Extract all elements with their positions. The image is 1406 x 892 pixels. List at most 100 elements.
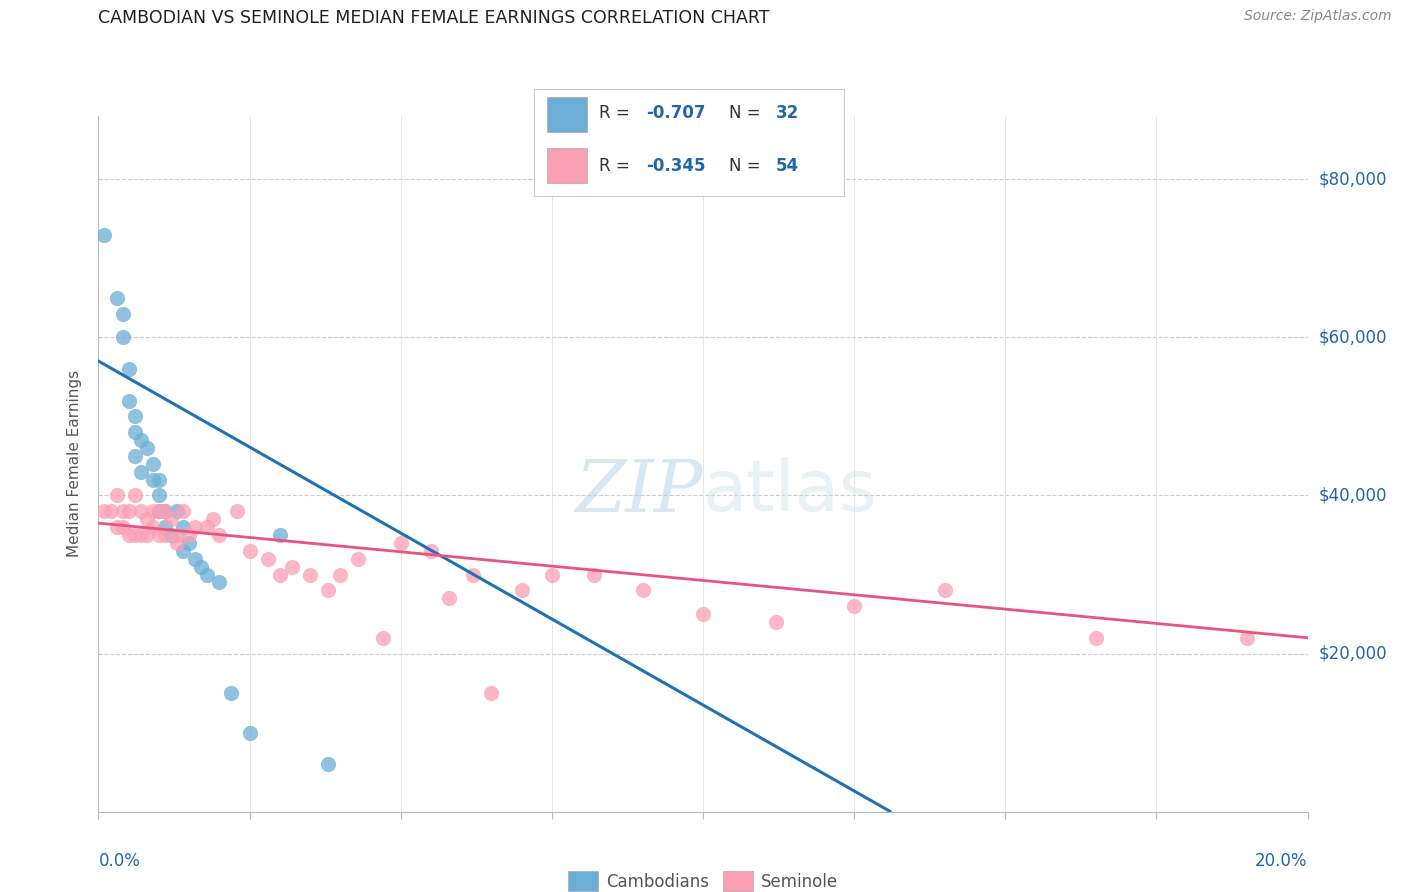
Point xyxy=(142,504,165,518)
Point xyxy=(316,757,339,772)
Point xyxy=(419,544,441,558)
Point xyxy=(166,536,188,550)
Point xyxy=(202,512,225,526)
Point xyxy=(111,504,134,518)
Point xyxy=(124,528,146,542)
Point xyxy=(239,544,262,558)
Point xyxy=(93,504,115,518)
Point xyxy=(221,686,243,700)
Point xyxy=(148,488,170,502)
Text: 20.0%: 20.0% xyxy=(1256,852,1308,870)
Point xyxy=(583,567,606,582)
Text: CAMBODIAN VS SEMINOLE MEDIAN FEMALE EARNINGS CORRELATION CHART: CAMBODIAN VS SEMINOLE MEDIAN FEMALE EARN… xyxy=(98,9,770,27)
Point xyxy=(195,567,218,582)
Point xyxy=(111,520,134,534)
Point xyxy=(142,520,165,534)
Point xyxy=(844,599,866,614)
Point xyxy=(166,528,188,542)
Point xyxy=(269,567,291,582)
Point xyxy=(299,567,322,582)
Point xyxy=(1085,631,1108,645)
Point xyxy=(118,393,141,408)
Bar xyxy=(547,96,586,132)
Point xyxy=(111,330,134,344)
Y-axis label: Median Female Earnings: Median Female Earnings xyxy=(67,370,83,558)
Point xyxy=(124,409,146,424)
Point xyxy=(100,504,122,518)
Text: 54: 54 xyxy=(776,157,799,175)
Text: atlas: atlas xyxy=(703,458,877,526)
Point xyxy=(111,307,134,321)
Point xyxy=(463,567,485,582)
Point xyxy=(105,488,128,502)
Text: $80,000: $80,000 xyxy=(1319,170,1388,188)
Point xyxy=(177,528,201,542)
Text: R =: R = xyxy=(599,157,636,175)
Point xyxy=(160,512,183,526)
Text: 0.0%: 0.0% xyxy=(98,852,141,870)
Point xyxy=(153,504,176,518)
Point xyxy=(105,520,128,534)
Point xyxy=(142,457,165,471)
Point xyxy=(153,528,176,542)
Point xyxy=(135,528,157,542)
Point xyxy=(148,504,170,518)
Point xyxy=(190,559,212,574)
Point xyxy=(226,504,249,518)
Point xyxy=(256,551,278,566)
Point xyxy=(1236,631,1258,645)
Point xyxy=(371,631,394,645)
Point xyxy=(129,433,152,447)
Point xyxy=(177,536,201,550)
Point xyxy=(172,520,194,534)
Text: Source: ZipAtlas.com: Source: ZipAtlas.com xyxy=(1244,9,1392,23)
Point xyxy=(153,520,176,534)
Point xyxy=(166,504,188,518)
Point xyxy=(540,567,562,582)
Point xyxy=(510,583,533,598)
Point xyxy=(148,528,170,542)
Text: -0.345: -0.345 xyxy=(645,157,706,175)
Point xyxy=(239,725,262,739)
Point xyxy=(195,520,218,534)
Point xyxy=(135,441,157,455)
Point xyxy=(129,504,152,518)
Point xyxy=(631,583,654,598)
Point xyxy=(93,227,115,242)
Point xyxy=(172,504,194,518)
Text: $40,000: $40,000 xyxy=(1319,486,1388,505)
Point xyxy=(129,465,152,479)
Point xyxy=(118,528,141,542)
Point xyxy=(153,504,176,518)
Point xyxy=(118,504,141,518)
Point xyxy=(118,362,141,376)
Text: -0.707: -0.707 xyxy=(645,104,706,122)
Text: 32: 32 xyxy=(776,104,799,122)
Point xyxy=(389,536,412,550)
Point xyxy=(208,528,231,542)
Point xyxy=(208,575,231,590)
Point xyxy=(124,488,146,502)
Text: $20,000: $20,000 xyxy=(1319,645,1388,663)
Bar xyxy=(547,148,586,184)
Point xyxy=(347,551,370,566)
Text: R =: R = xyxy=(599,104,636,122)
Point xyxy=(148,504,170,518)
Text: $60,000: $60,000 xyxy=(1319,328,1388,346)
Point xyxy=(124,425,146,440)
Point xyxy=(329,567,352,582)
Point xyxy=(269,528,291,542)
Text: N =: N = xyxy=(730,104,766,122)
Point xyxy=(142,473,165,487)
Point xyxy=(437,591,460,606)
Point xyxy=(184,551,207,566)
Point xyxy=(481,686,503,700)
Point xyxy=(160,528,183,542)
Point xyxy=(184,520,207,534)
Point xyxy=(172,544,194,558)
Point xyxy=(692,607,714,621)
Point xyxy=(316,583,339,598)
Point xyxy=(129,528,152,542)
Point xyxy=(934,583,956,598)
Text: ZIP: ZIP xyxy=(575,457,703,527)
